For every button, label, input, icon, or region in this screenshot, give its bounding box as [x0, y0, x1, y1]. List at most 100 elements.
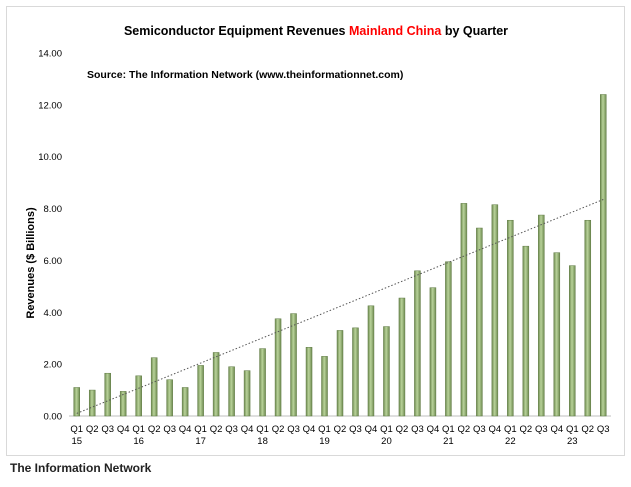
x-tick-label: Q4 — [427, 424, 440, 435]
bar — [398, 297, 406, 417]
bar — [243, 370, 251, 417]
caption: The Information Network — [10, 461, 152, 475]
y-tick-label: 14.00 — [38, 49, 62, 60]
bar — [352, 327, 359, 417]
x-tick-label: Q1 — [132, 424, 145, 435]
x-year-label: 18 — [257, 436, 268, 447]
chart-source: Source: The Information Network (www.the… — [87, 69, 403, 81]
x-tick-label: Q2 — [272, 424, 285, 435]
x-tick-label: Q4 — [489, 424, 502, 435]
y-tick-label: 4.00 — [44, 308, 63, 319]
x-tick-label: Q2 — [210, 424, 223, 435]
x-tick-label: Q1 — [504, 424, 517, 435]
bar — [135, 375, 142, 417]
x-year-label: 20 — [381, 436, 392, 447]
bar — [491, 204, 499, 417]
x-tick-label: Q1 — [256, 424, 269, 435]
x-tick-label: Q4 — [117, 424, 130, 435]
chart-title-part-1: Semiconductor Equipment Revenues — [124, 24, 349, 38]
bar — [321, 356, 328, 417]
x-tick-label: Q3 — [349, 424, 362, 435]
bar — [600, 94, 607, 417]
bar — [367, 305, 375, 417]
x-tick-label: Q3 — [411, 424, 424, 435]
bar — [460, 203, 468, 417]
bar — [228, 366, 235, 417]
x-tick-label: Q1 — [194, 424, 207, 435]
bar — [522, 245, 530, 417]
bar — [414, 270, 421, 417]
bar — [88, 389, 96, 417]
x-tick-label: Q4 — [303, 424, 316, 435]
chart-frame: Semiconductor Equipment Revenues Mainlan… — [6, 6, 625, 456]
x-tick-label: Q1 — [442, 424, 455, 435]
x-tick-label: Q1 — [318, 424, 331, 435]
bar — [119, 391, 127, 417]
x-tick-label: Q3 — [163, 424, 176, 435]
x-tick-label: Q4 — [241, 424, 254, 435]
x-tick-label: Q2 — [458, 424, 471, 435]
chart-title: Semiconductor Equipment Revenues Mainlan… — [124, 24, 508, 38]
x-year-label: 17 — [195, 436, 206, 447]
bar — [104, 372, 111, 417]
bar — [476, 227, 483, 417]
x-tick-label: Q2 — [334, 424, 347, 435]
x-tick-label: Q2 — [581, 424, 594, 435]
chart-svg: Semiconductor Equipment Revenues Mainlan… — [25, 24, 611, 447]
bar — [507, 219, 514, 417]
x-tick-label: Q2 — [396, 424, 409, 435]
bar — [181, 387, 189, 417]
x-tick-label: Q3 — [101, 424, 114, 435]
bar — [429, 287, 437, 417]
x-tick-label: Q1 — [566, 424, 579, 435]
chart-title-part-2: by Quarter — [441, 24, 508, 38]
trendline — [76, 199, 604, 414]
bar-series — [73, 94, 607, 417]
x-year-label: 21 — [443, 436, 454, 447]
x-tick-label: Q3 — [287, 424, 300, 435]
x-year-label: 15 — [71, 436, 82, 447]
bar — [73, 387, 80, 417]
y-tick-label: 8.00 — [44, 204, 63, 215]
bar — [553, 252, 561, 417]
bar — [445, 261, 452, 417]
x-tick-label: Q3 — [597, 424, 610, 435]
x-year-label: 16 — [133, 436, 144, 447]
bar — [383, 326, 390, 417]
bar — [274, 318, 282, 417]
y-axis-label: Revenues ($ Billions) — [25, 207, 37, 319]
x-year-label: 22 — [505, 436, 516, 447]
bar — [569, 265, 576, 417]
bar — [584, 219, 592, 417]
bar — [259, 348, 266, 417]
x-tick-label: Q2 — [86, 424, 99, 435]
bar — [150, 357, 158, 417]
x-tick-label: Q2 — [519, 424, 532, 435]
x-tick-label: Q3 — [535, 424, 548, 435]
x-tick-label: Q2 — [148, 424, 161, 435]
chart-title-highlight: Mainland China — [349, 24, 442, 38]
x-axis-ticks: Q1 Q2 Q3 Q4 Q1 Q2 Q3 Q4 Q1 Q2 Q3 Q4 Q1 Q2 Q3 Q4 Q1 Q2 Q3 Q4… — [70, 424, 609, 447]
y-tick-label: 2.00 — [44, 360, 63, 371]
x-year-label: 19 — [319, 436, 330, 447]
x-tick-label: Q4 — [365, 424, 378, 435]
y-tick-label: 12.00 — [38, 100, 62, 111]
x-tick-label: Q4 — [179, 424, 192, 435]
bar — [538, 214, 545, 417]
x-tick-label: Q1 — [380, 424, 393, 435]
bar — [166, 379, 173, 417]
bar — [212, 352, 220, 417]
bar — [305, 347, 313, 417]
bar — [290, 313, 297, 417]
x-year-label: 23 — [567, 436, 578, 447]
y-tick-label: 10.00 — [38, 152, 62, 163]
bar — [336, 330, 344, 417]
x-tick-label: Q1 — [70, 424, 83, 435]
y-axis-ticks: 0.00 2.00 4.00 6.00 8.00 10.00 12.00 14.00 — [38, 49, 62, 423]
x-tick-label: Q4 — [550, 424, 563, 435]
y-tick-label: 6.00 — [44, 256, 63, 267]
x-tick-label: Q3 — [473, 424, 486, 435]
y-tick-label: 0.00 — [44, 412, 63, 423]
bar — [197, 365, 204, 417]
x-tick-label: Q3 — [225, 424, 238, 435]
